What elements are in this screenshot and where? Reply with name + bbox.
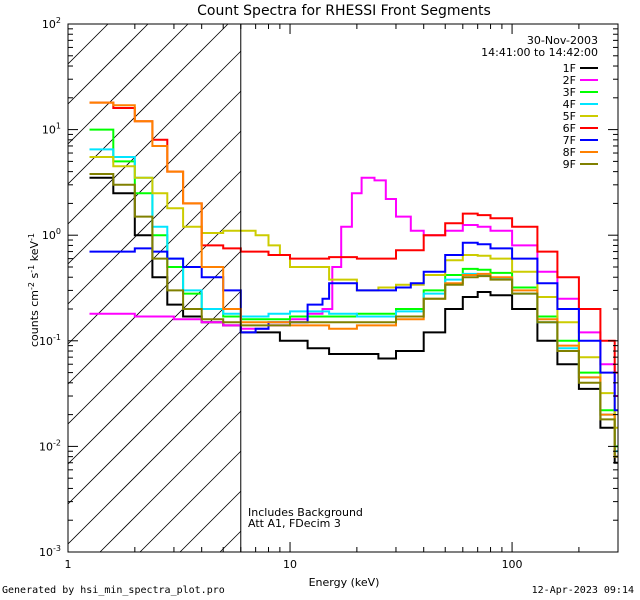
hatch-line (139, 450, 242, 552)
hatch-line (179, 490, 242, 552)
ylabel-part-3: s (28, 272, 41, 281)
x-axis-label: Energy (keV) (309, 576, 380, 589)
legend-label-4F: 4F (563, 98, 576, 111)
hatch-line (99, 410, 242, 552)
generated-by-label: Generated by hsi_min_spectra_plot.pro (2, 585, 225, 596)
hatch-line (68, 330, 242, 505)
hatch-line (68, 24, 149, 105)
legend-label-3F: 3F (563, 86, 576, 99)
legend-label-6F: 6F (563, 122, 576, 135)
timestamp-label: 12-Apr-2023 09:14 (531, 585, 634, 596)
legend-label-9F: 9F (563, 158, 576, 171)
y-tick-label: 102 (42, 16, 61, 31)
annotation-attenuator: Att A1, FDecim 3 (248, 517, 341, 530)
series-line-9F (89, 173, 618, 458)
y-tick-label: 10-1 (39, 333, 61, 348)
chart-title: Count Spectra for RHESSI Front Segments (197, 3, 491, 19)
series-line-1F (89, 176, 618, 464)
legend-label-7F: 7F (563, 134, 576, 147)
hatch-line (68, 250, 242, 425)
hatch-line (68, 24, 229, 185)
y-tick-label: 101 (42, 122, 61, 137)
series-line-7F (89, 241, 618, 412)
series-line-4F (89, 148, 618, 453)
series-line-8F (89, 101, 618, 458)
y-tick-label: 10-3 (39, 544, 61, 559)
y-tick-labels: 10-3 10-2 10-1 100 101 102 (39, 16, 61, 559)
ylabel-part-4: -1 (27, 265, 36, 273)
plot-frame (67, 23, 619, 553)
hatch-line (68, 130, 242, 305)
time-range-label: 14:41:00 to 14:42:00 (481, 46, 598, 59)
legend-label-5F: 5F (563, 110, 576, 123)
x-tick-label: 1 (65, 558, 72, 571)
legend-label-8F: 8F (563, 146, 576, 159)
hatch-line (68, 24, 109, 65)
axis-ticks (67, 24, 619, 553)
y-tick-label: 10-2 (39, 438, 61, 453)
ylabel-part-5: keV (28, 241, 41, 265)
date-label: 30-Nov-2003 (527, 34, 598, 47)
y-tick-label: 100 (42, 227, 61, 242)
ylabel-part-6: -1 (27, 233, 36, 241)
series-line-6F (89, 101, 618, 374)
y-axis-label: counts cm-2 s-1 keV-1 (27, 233, 41, 347)
series-line-5F (89, 156, 618, 429)
series-line-3F (89, 128, 618, 448)
hatch-line (68, 50, 242, 225)
legend-label-1F: 1F (563, 62, 576, 75)
hatch-line (68, 24, 189, 145)
hatch-line (68, 90, 242, 265)
hatched-region (68, 24, 242, 552)
x-tick-label: 100 (502, 558, 523, 571)
hatch-line (68, 370, 242, 545)
ylabel-part-1: counts cm (28, 290, 41, 347)
annotation-background: Includes Background (248, 506, 363, 519)
ylabel-part-2: -2 (27, 282, 36, 290)
hatch-line (68, 210, 242, 385)
x-tick-label: 10 (283, 558, 297, 571)
legend-label-2F: 2F (563, 74, 576, 87)
x-tick-labels: 1 10 100 (65, 558, 523, 571)
